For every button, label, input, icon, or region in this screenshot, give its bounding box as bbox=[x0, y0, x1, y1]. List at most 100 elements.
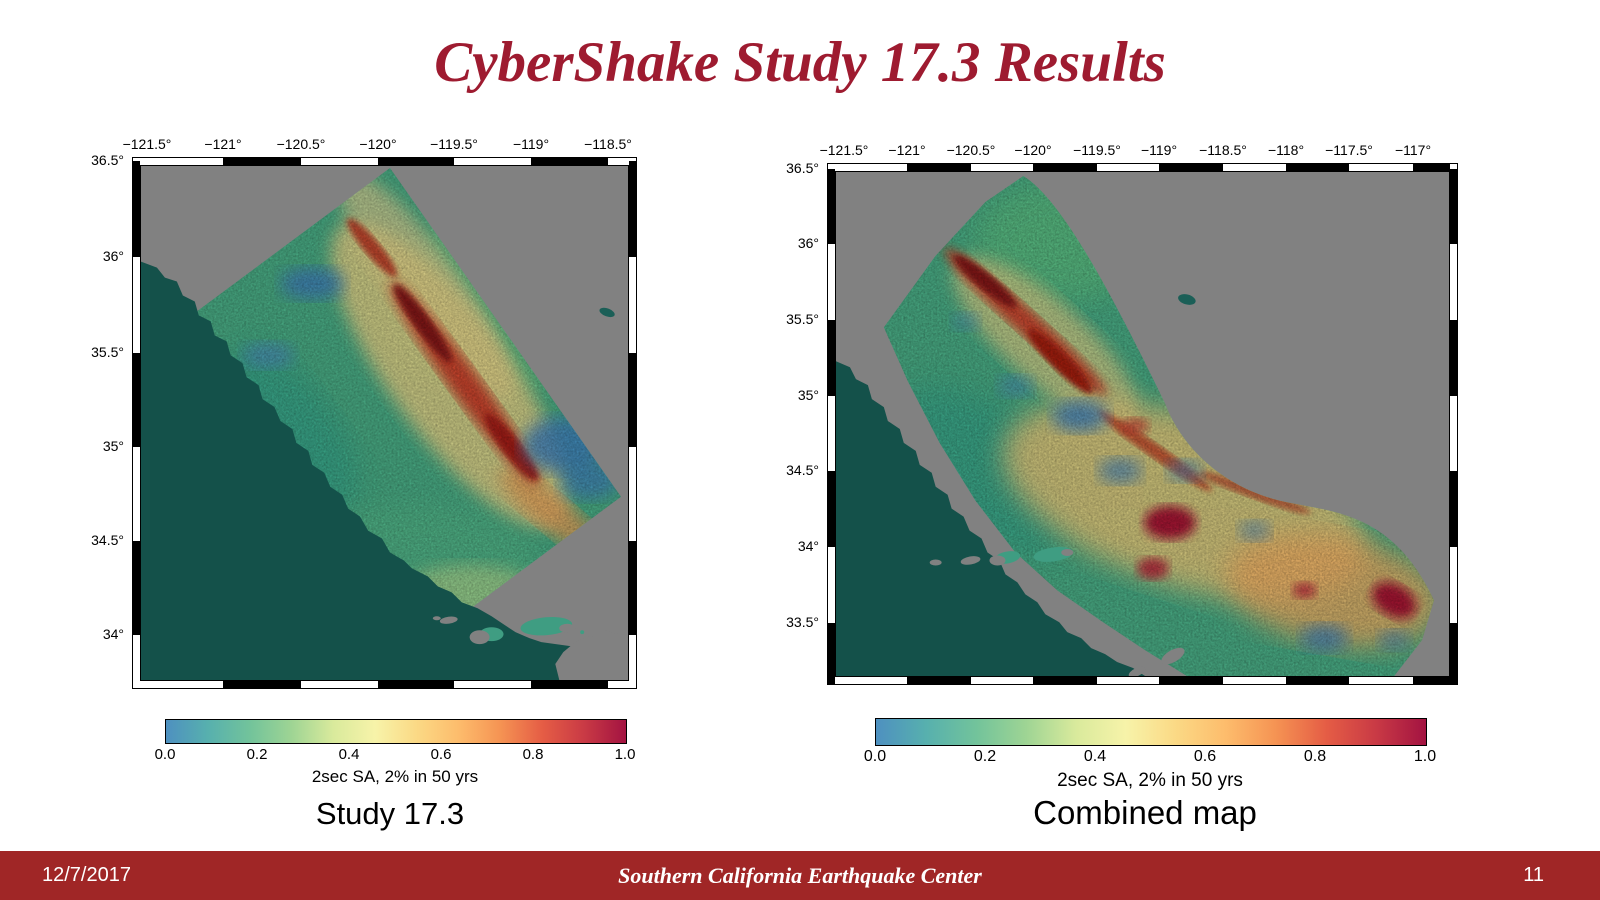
footer-page-number: 11 bbox=[1523, 864, 1544, 886]
x-tick-label: −117° bbox=[1394, 142, 1432, 158]
x-tick-label: −120° bbox=[1014, 142, 1052, 158]
x-tick-label: −119.5° bbox=[1073, 142, 1121, 158]
map-frame-segment bbox=[1223, 677, 1286, 684]
slide-title: CyberShake Study 17.3 Results bbox=[434, 31, 1166, 94]
map-frame-segment bbox=[454, 158, 531, 165]
x-tick-label: −121° bbox=[204, 136, 242, 152]
colorbar bbox=[875, 718, 1427, 746]
map-caption: Combined map bbox=[1033, 794, 1257, 831]
y-tick-label: 33.5° bbox=[786, 614, 819, 630]
map-frame-segment bbox=[1159, 164, 1223, 171]
y-tick-label: 35° bbox=[102, 438, 124, 454]
map-frame-segment bbox=[629, 257, 636, 353]
map-frame-segment bbox=[378, 158, 454, 165]
map-frame-segment bbox=[828, 677, 907, 684]
map-scene bbox=[836, 172, 1449, 676]
map-frame-segment bbox=[629, 158, 636, 161]
map-frame-segment bbox=[1450, 169, 1457, 244]
map-frame-segment bbox=[1413, 677, 1457, 684]
map-frame-segment bbox=[1097, 164, 1159, 171]
footer-bar: 12/7/2017 Southern California Earthquake… bbox=[0, 851, 1600, 900]
x-tick-label: −120.5° bbox=[276, 136, 326, 152]
map-frame-segment bbox=[1450, 396, 1457, 471]
map-frame-segment bbox=[1450, 164, 1457, 169]
map-frame-segment bbox=[971, 164, 1033, 171]
map-frame-segment bbox=[828, 169, 835, 244]
map-frame-segment bbox=[629, 541, 636, 635]
map-panel-combined: −121.5° −121° −120.5° −120° −119.5° −119° −118… bbox=[786, 142, 1458, 685]
x-tick-label: −121.5° bbox=[122, 136, 172, 152]
map-frame-segment bbox=[1097, 677, 1159, 684]
x-tick-label: −120.5° bbox=[946, 142, 996, 158]
map-frame-segment bbox=[629, 353, 636, 447]
map-frame-segment bbox=[133, 257, 140, 353]
y-tick-label: 36.5° bbox=[91, 152, 124, 168]
map-frame-segment bbox=[132, 157, 637, 689]
colorbar-tick-label: 0.6 bbox=[1193, 748, 1217, 765]
map-frame-segment bbox=[223, 681, 301, 688]
x-tick-label: −121° bbox=[888, 142, 926, 158]
map-frame-segment bbox=[1450, 244, 1457, 320]
map-frame-segment bbox=[1413, 164, 1457, 171]
map-frame-segment bbox=[133, 635, 140, 688]
map-frame-segment bbox=[1450, 471, 1457, 547]
colorbar-axis-label: 2sec SA, 2% in 50 yrs bbox=[311, 767, 479, 786]
colorbar-tick-label: 0.8 bbox=[522, 746, 544, 763]
y-tick-label: 34° bbox=[797, 538, 819, 554]
map-frame-segment bbox=[828, 320, 835, 396]
map-frame-segment bbox=[971, 677, 1033, 684]
colorbar-tick-label: 1.0 bbox=[614, 746, 636, 763]
colorbar-tick-label: 0.4 bbox=[1083, 748, 1107, 765]
footer-date: 12/7/2017 bbox=[42, 864, 131, 886]
map-frame-segment bbox=[133, 447, 140, 541]
map-frame-segment bbox=[1033, 164, 1097, 171]
colorbar-tick-label: 0.2 bbox=[246, 746, 268, 763]
y-tick-label: 34.5° bbox=[786, 462, 819, 478]
map-frame-segment bbox=[1349, 677, 1413, 684]
map-frame-segment bbox=[223, 158, 301, 165]
map-frame-segment bbox=[378, 681, 454, 688]
map-frame-segment bbox=[629, 635, 636, 688]
map-frame-segment bbox=[133, 681, 223, 688]
colorbar bbox=[165, 719, 627, 744]
colorbar-tick-label: 0.2 bbox=[973, 748, 997, 765]
map-frame-segment bbox=[301, 158, 378, 165]
x-tick-label: −118° bbox=[1267, 142, 1305, 158]
map-frame-segment bbox=[827, 163, 1458, 685]
map-frame-segment bbox=[1349, 164, 1413, 171]
map-frame-segment bbox=[828, 547, 835, 623]
y-tick-label: 36° bbox=[102, 248, 124, 264]
map-scene bbox=[141, 166, 628, 680]
map-frame-segment bbox=[1033, 677, 1097, 684]
map-frame-segment bbox=[1223, 164, 1286, 171]
colorbar-tick-label: 0.0 bbox=[154, 746, 176, 763]
y-tick-label: 35° bbox=[797, 387, 819, 403]
map-frame-segment bbox=[907, 677, 971, 684]
hazard-map-image-combined bbox=[836, 172, 1449, 676]
map-frame-segment bbox=[133, 158, 140, 161]
map-frame-segment bbox=[629, 447, 636, 541]
map-frame-segment bbox=[828, 244, 835, 320]
colorbar-tick-label: 0.0 bbox=[863, 748, 887, 765]
map-frame-segment bbox=[133, 158, 223, 165]
y-tick-label: 36° bbox=[797, 235, 819, 251]
y-tick-label: 35.5° bbox=[786, 311, 819, 327]
map-frame-segment bbox=[1159, 677, 1223, 684]
y-tick-label: 36.5° bbox=[786, 160, 819, 176]
map-frame-segment bbox=[1286, 677, 1349, 684]
y-tick-label: 35.5° bbox=[91, 344, 124, 360]
map-frame-segment bbox=[531, 158, 608, 165]
colorbar-tick-label: 0.6 bbox=[430, 746, 452, 763]
map-frame-segment bbox=[454, 681, 531, 688]
map-frame-segment bbox=[140, 165, 629, 681]
x-tick-label: −120° bbox=[359, 136, 397, 152]
map-frame-segment bbox=[828, 164, 835, 169]
map-frame-segment bbox=[835, 171, 1450, 677]
map-panel-study-17-3: −121.5° −121° −120.5° −120° −119.5° −119° −118… bbox=[91, 136, 637, 689]
map-frame-segment bbox=[828, 623, 835, 684]
colorbar-tick-label: 1.0 bbox=[1413, 748, 1437, 765]
map-frame-segment bbox=[531, 681, 608, 688]
map-frame-segment bbox=[629, 161, 636, 257]
x-tick-label: −119.5° bbox=[430, 136, 478, 152]
